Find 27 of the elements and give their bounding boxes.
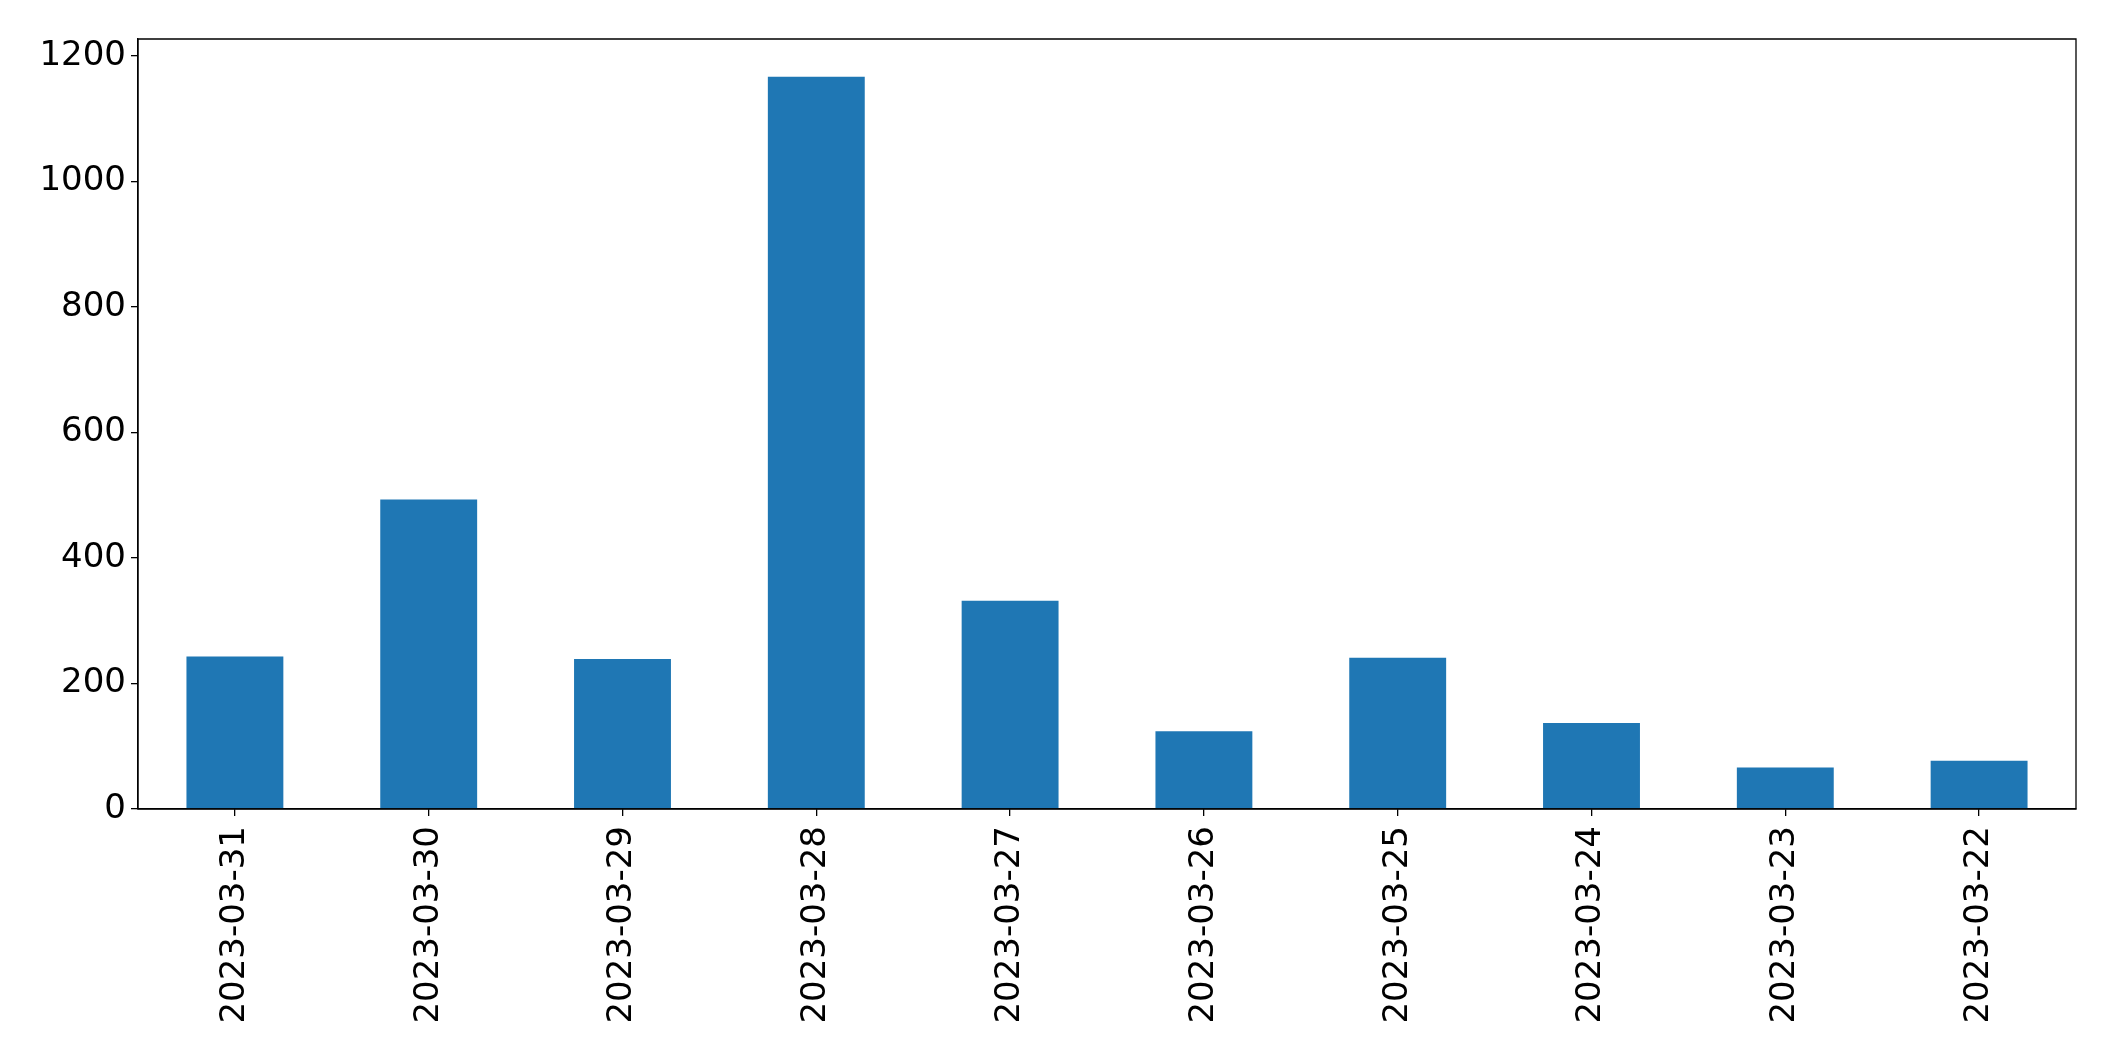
y-tick-label: 0 <box>104 785 126 826</box>
bar <box>961 600 1059 809</box>
bar <box>1930 760 2028 809</box>
y-tick-label: 800 <box>61 283 126 324</box>
x-tick-label: 2023-03-25 <box>1374 826 1415 1024</box>
bar <box>1736 767 1834 809</box>
bar <box>380 499 478 809</box>
x-tick-label: 2023-03-24 <box>1568 826 1609 1024</box>
x-tick-label: 2023-03-28 <box>793 826 834 1024</box>
y-tick-label: 1000 <box>39 158 126 199</box>
x-tick-label: 2023-03-23 <box>1762 826 1803 1024</box>
y-tick-label: 1200 <box>39 32 126 73</box>
y-tick-label: 200 <box>61 660 126 701</box>
x-tick-label: 2023-03-22 <box>1955 826 1996 1024</box>
bar <box>1349 657 1447 809</box>
x-tick-label: 2023-03-31 <box>211 826 252 1024</box>
bar <box>1155 731 1253 809</box>
x-tick-label: 2023-03-26 <box>1180 826 1221 1024</box>
x-tick-label: 2023-03-27 <box>986 826 1027 1024</box>
x-tick-label: 2023-03-30 <box>405 826 446 1024</box>
bar <box>767 76 865 809</box>
y-tick-label: 400 <box>61 534 126 575</box>
bar <box>574 659 671 809</box>
bar <box>186 656 284 809</box>
bar <box>1543 723 1640 809</box>
y-tick-label: 600 <box>61 409 126 450</box>
x-tick-label: 2023-03-29 <box>599 826 640 1024</box>
